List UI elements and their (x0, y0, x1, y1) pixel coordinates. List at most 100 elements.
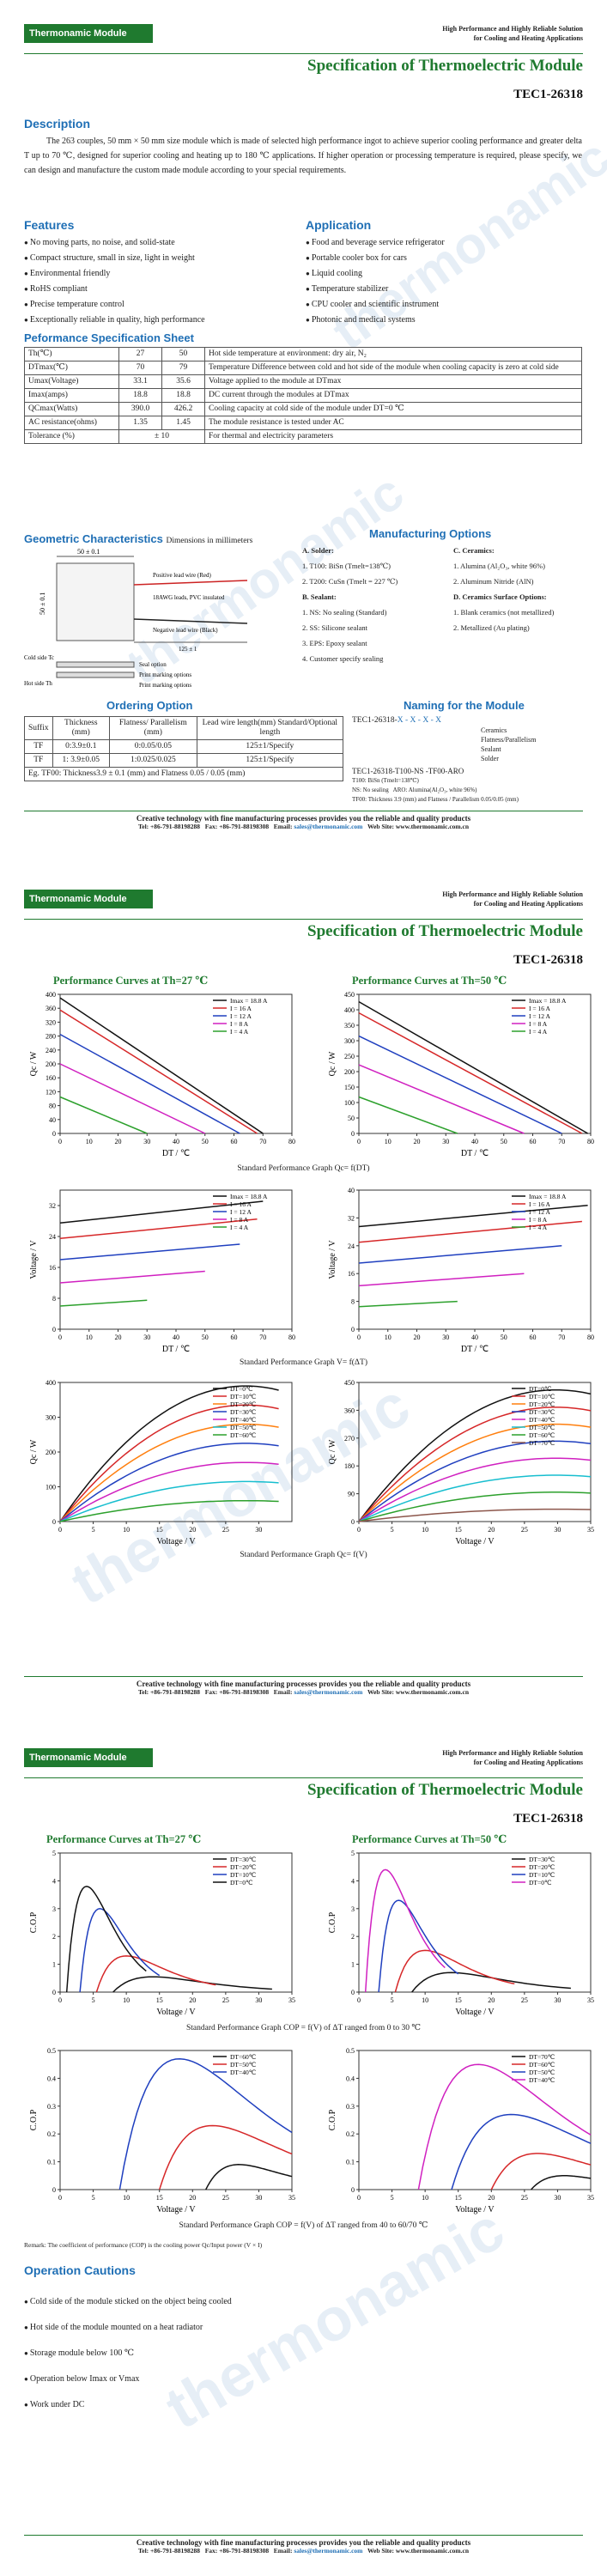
y-tick-label: 5 (351, 1850, 355, 1857)
x-tick-label: 20 (115, 1334, 122, 1341)
solder-options: A. Solder: 1. T100: BiSn (Tmelt=138℃) 2. … (302, 546, 398, 663)
email-link[interactable]: sales@thermonamic.com (294, 1688, 363, 1696)
svg-text:Seal option: Seal option (139, 661, 167, 668)
series-line (358, 1388, 592, 1522)
x-tick-label: 50 (202, 1334, 209, 1341)
y-tick-label: 0 (351, 1989, 355, 1996)
brand-label: Thermonamic Module (24, 24, 153, 43)
legend-label: DT=0℃ (529, 1385, 552, 1393)
y-tick-label: 0.1 (47, 2159, 56, 2166)
legend-label: DT=70℃ (529, 2053, 555, 2061)
x-tick-label: 80 (587, 1334, 594, 1341)
x-tick-label: 0 (357, 2194, 361, 2202)
y-tick-label: 40 (49, 1116, 56, 1124)
y-tick-label: 240 (46, 1047, 56, 1054)
legend-label: Imax = 18.8 A (529, 1193, 567, 1200)
y-tick-label: 160 (46, 1074, 56, 1082)
x-tick-label: 20 (189, 1526, 196, 1534)
series-line (59, 1243, 240, 1261)
legend-label: Imax = 18.8 A (529, 997, 567, 1005)
x-tick-label: 10 (86, 1334, 93, 1341)
x-tick-label: 0 (357, 1996, 361, 2004)
x-axis-label: Voltage / V (455, 1537, 495, 1546)
y-tick-label: 0 (52, 1518, 56, 1526)
series-line (59, 1423, 279, 1522)
x-tick-label: 15 (455, 1996, 462, 2004)
email-link[interactable]: sales@thermonamic.com (294, 823, 363, 830)
legend-label: DT=60℃ (529, 1431, 555, 1439)
performance-heading: Peformance Specification Sheet (24, 331, 194, 344)
legend-label: DT=60℃ (529, 2061, 555, 2069)
y-tick-label: 0.4 (47, 2075, 56, 2082)
series-line (95, 1955, 216, 1993)
x-tick-label: 70 (558, 1334, 565, 1341)
chart-cop-high-27: 0 5 10 15 20 25 30 35 0 0.1 0.2 0.3 0.4 0.5 Voltage / … (29, 2047, 295, 2215)
series-line (364, 1868, 446, 1993)
y-axis-label: Voltage / V (328, 1240, 337, 1279)
features-heading: Features (24, 218, 75, 232)
y-tick-label: 0.3 (346, 2103, 355, 2111)
x-tick-label: 60 (231, 1138, 238, 1145)
legend-label: DT=30℃ (230, 1856, 257, 1863)
x-tick-label: 0 (58, 1526, 62, 1534)
x-tick-label: 70 (259, 1334, 266, 1341)
tagline: High Performance and Highly Reliable Sol… (442, 890, 583, 908)
plot-frame (59, 993, 293, 1134)
legend-label: I = 8 A (230, 1216, 249, 1224)
chart-qc-dt-50: 0 10 20 30 40 50 60 70 80 0 50 100 150 200 250 300 350 40… (328, 991, 594, 1158)
legend-label: I = 16 A (230, 1005, 252, 1012)
x-tick-label: 25 (222, 2194, 229, 2202)
email-link[interactable]: sales@thermonamic.com (294, 2547, 363, 2555)
x-tick-label: 0 (58, 1138, 62, 1145)
y-tick-label: 250 (344, 1053, 355, 1060)
x-tick-label: 30 (255, 1996, 262, 2004)
x-tick-label: 30 (255, 1526, 262, 1534)
y-tick-label: 0.4 (346, 2075, 355, 2082)
series-line (358, 1508, 592, 1522)
y-tick-label: 150 (344, 1084, 355, 1091)
legend-label: DT=0℃ (230, 1385, 253, 1393)
chart-qc-dt-27: 0 10 20 30 40 50 60 70 80 0 40 80 120 160 200 240 280 320… (29, 991, 295, 1158)
series-line (59, 1385, 279, 1522)
series-line (59, 1443, 279, 1522)
x-tick-label: 10 (123, 2194, 130, 2202)
x-tick-label: 60 (530, 1334, 537, 1341)
y-tick-label: 24 (348, 1242, 355, 1250)
x-tick-label: 10 (385, 1138, 392, 1145)
x-tick-label: 5 (92, 2194, 95, 2202)
x-tick-label: 20 (115, 1138, 122, 1145)
x-axis-label: Voltage / V (156, 2205, 196, 2215)
series-line (490, 2153, 592, 2190)
x-tick-label: 40 (471, 1138, 478, 1145)
svg-text:Hot side Th: Hot side Th (24, 680, 52, 687)
x-tick-label: 40 (471, 1334, 478, 1341)
features-list: No moving parts, no noise, and solid-sta… (24, 235, 205, 328)
y-tick-label: 90 (348, 1491, 355, 1498)
legend-label: Imax = 18.8 A (230, 997, 268, 1005)
x-axis-label: Voltage / V (156, 2008, 196, 2017)
x-tick-label: 70 (259, 1138, 266, 1145)
series-line (79, 1908, 161, 1993)
y-tick-label: 300 (344, 1037, 355, 1045)
legend-label: Imax = 18.8 A (230, 1193, 268, 1200)
series-line (451, 2113, 592, 2190)
legend-label: DT=30℃ (230, 1408, 257, 1416)
y-tick-label: 350 (344, 1022, 355, 1030)
y-tick-label: 3 (52, 1905, 56, 1913)
x-tick-label: 10 (422, 1526, 428, 1534)
performance-row: Imax(amps) 18.8 18.8 DC current through the… (24, 388, 582, 403)
series-line (358, 1492, 592, 1522)
legend-label: DT=70℃ (529, 1439, 555, 1447)
x-tick-label: 25 (222, 1996, 229, 2004)
legend-label: I = 16 A (230, 1200, 252, 1208)
legend-label: DT=0℃ (230, 1879, 253, 1886)
x-tick-label: 0 (357, 1138, 361, 1145)
y-tick-label: 180 (344, 1462, 355, 1470)
x-tick-label: 30 (143, 1334, 150, 1341)
y-tick-label: 300 (46, 1414, 56, 1422)
series-line (59, 1299, 148, 1307)
x-tick-label: 20 (414, 1334, 421, 1341)
y-tick-label: 80 (49, 1103, 56, 1110)
series-line (358, 1035, 562, 1134)
x-tick-label: 60 (231, 1334, 238, 1341)
